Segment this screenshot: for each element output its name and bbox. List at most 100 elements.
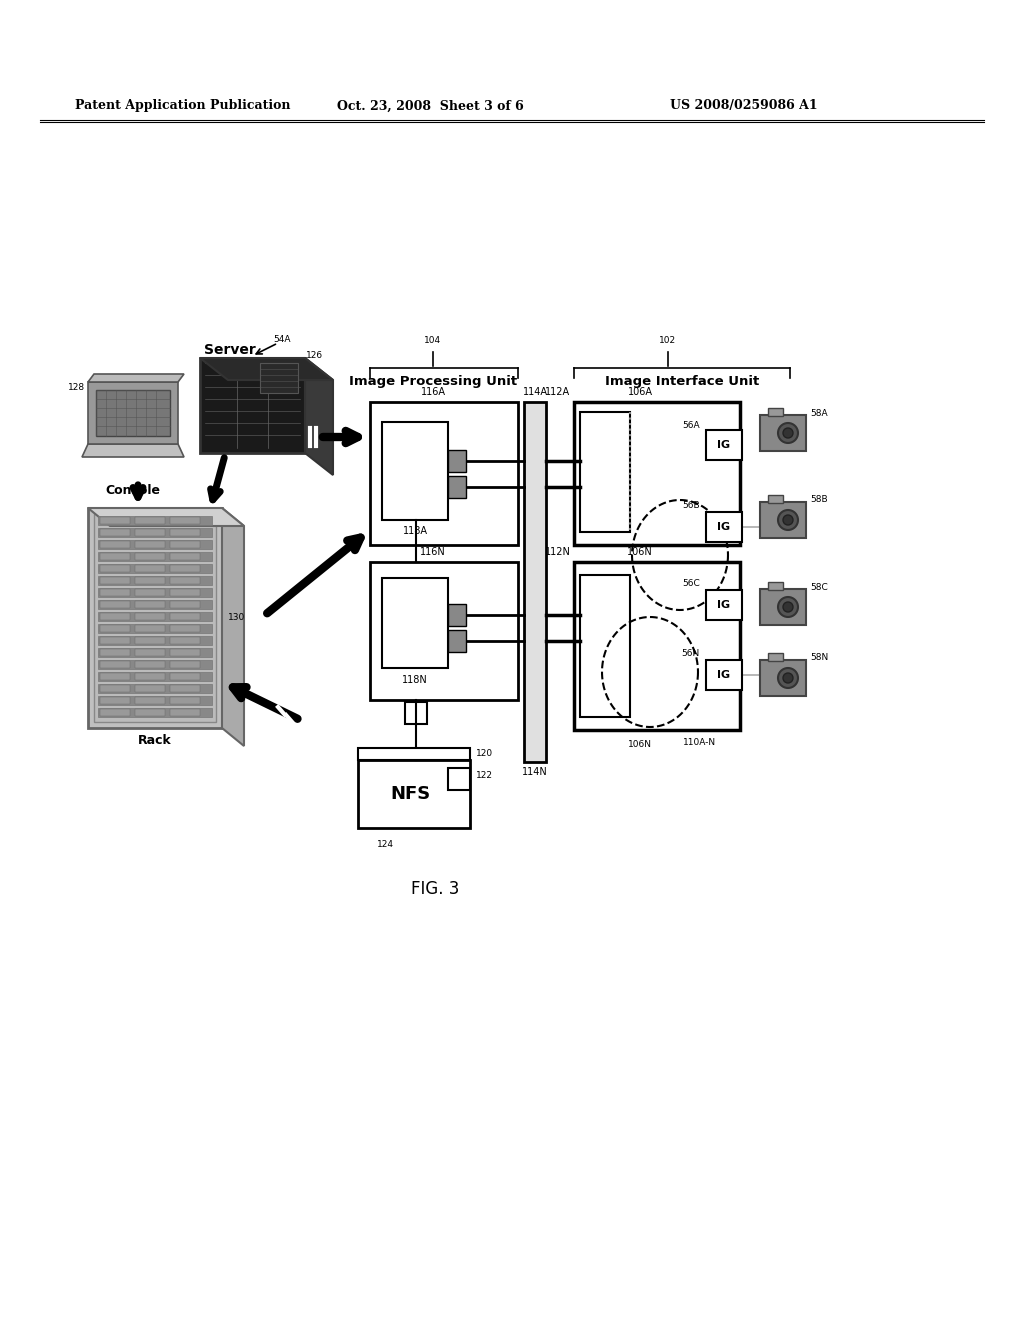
Bar [98,696,212,705]
Bar [98,540,212,549]
Bar [98,684,212,693]
Text: 112A: 112A [546,387,570,397]
Bar [170,577,200,583]
Bar [170,612,200,620]
Bar [406,702,427,723]
Bar [100,541,130,548]
Text: 112N: 112N [545,546,571,557]
Polygon shape [82,444,184,457]
Bar [574,403,740,545]
Bar [98,648,212,657]
Bar [170,589,200,597]
Bar [170,624,200,632]
Text: 58N: 58N [810,653,828,663]
Text: 106N: 106N [628,741,652,748]
Bar [449,450,466,473]
Text: Console: Console [105,483,161,496]
Bar [358,748,470,760]
Text: 122: 122 [476,771,493,780]
Bar [382,578,449,668]
Bar [100,697,130,704]
Bar [768,495,783,503]
Bar [170,649,200,656]
Text: 104: 104 [424,337,441,345]
Text: 130: 130 [228,614,246,623]
Bar [760,589,806,624]
Bar [98,672,212,681]
Bar [100,624,130,632]
Text: 114A: 114A [522,387,548,397]
Bar [580,412,630,532]
Bar [135,517,165,524]
Text: NFS: NFS [390,785,430,803]
Bar [100,529,130,536]
Bar [98,612,212,620]
Bar [768,582,783,590]
Text: 120: 120 [476,750,494,759]
Circle shape [783,428,793,438]
Bar [768,408,783,416]
Bar [170,685,200,692]
Bar [170,529,200,536]
Bar [574,562,740,730]
Bar [100,638,130,644]
Bar [98,516,212,525]
Text: Oct. 23, 2008  Sheet 3 of 6: Oct. 23, 2008 Sheet 3 of 6 [337,99,523,112]
Bar [98,708,212,717]
Text: IG: IG [718,671,730,680]
Bar [135,685,165,692]
Bar [100,649,130,656]
Text: 116A: 116A [421,387,445,397]
Bar [100,517,130,524]
Bar [98,552,212,561]
Bar [96,389,170,436]
Polygon shape [222,508,244,746]
Text: FIG. 3: FIG. 3 [411,880,459,898]
Text: 58A: 58A [810,408,827,417]
Bar [100,673,130,680]
Text: Image Processing Unit: Image Processing Unit [349,375,517,388]
Text: Rack: Rack [138,734,172,747]
Bar [135,624,165,632]
Bar [98,564,212,573]
Bar [88,508,222,729]
Bar [760,502,806,539]
Bar [135,565,165,572]
Text: 118A: 118A [402,525,427,536]
Polygon shape [88,381,178,444]
Bar [100,565,130,572]
Bar [135,661,165,668]
Bar [706,590,742,620]
Bar [449,605,466,626]
Text: 116N: 116N [420,546,445,557]
Bar [94,513,216,722]
Bar [100,553,130,560]
Text: US 2008/0259086 A1: US 2008/0259086 A1 [670,99,817,112]
Bar [382,422,449,520]
Text: 56C: 56C [682,579,700,589]
Bar [170,541,200,548]
Bar [170,697,200,704]
Text: 56B: 56B [682,502,700,511]
Bar [100,661,130,668]
Bar [170,673,200,680]
Bar [135,697,165,704]
Bar [370,562,518,700]
Bar [98,587,212,597]
Text: Patent Application Publication: Patent Application Publication [75,99,291,112]
Bar [100,589,130,597]
Polygon shape [305,358,333,475]
Bar [98,636,212,645]
Circle shape [783,515,793,525]
Bar [135,541,165,548]
Bar [449,630,466,652]
Bar [135,601,165,609]
Bar [358,760,470,828]
Bar [706,430,742,459]
Bar [135,577,165,583]
Bar [135,589,165,597]
Text: 124: 124 [377,840,393,849]
Circle shape [783,602,793,612]
Bar [135,709,165,715]
Text: 56N: 56N [682,649,700,659]
